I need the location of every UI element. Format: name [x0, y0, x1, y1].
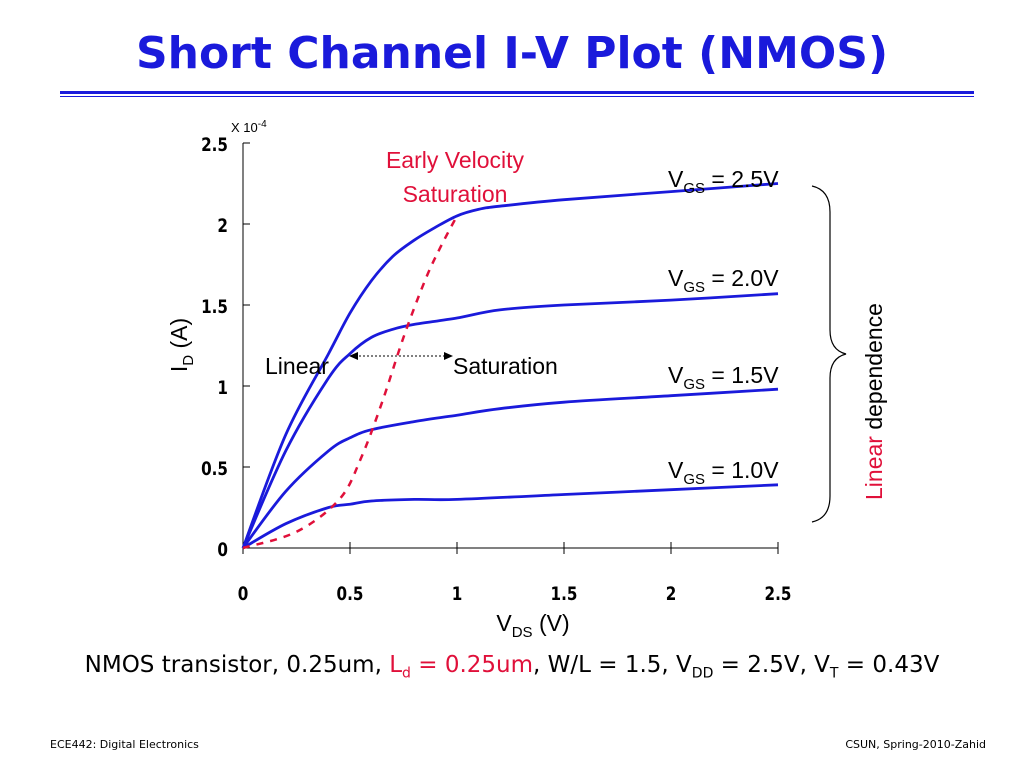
y-axis-label: ID (A) [166, 318, 197, 372]
early-saturation-label-line1: Early Velocity [386, 147, 525, 173]
region-arrow-head-left [349, 352, 358, 360]
series-label: VGS = 2.5V [668, 166, 779, 197]
series-label: VGS = 2.0V [668, 265, 779, 296]
title-underline [60, 91, 974, 94]
saturation-boundary-line [242, 215, 459, 550]
series-line [241, 182, 779, 549]
region-arrow-head-right [444, 352, 453, 360]
annotation-group: Early Velocity Saturation Linear Saturat… [265, 147, 887, 523]
saturation-region-label: Saturation [453, 353, 558, 379]
title-underline-thin [60, 96, 974, 97]
series-line [242, 483, 779, 550]
series-label: VGS = 1.5V [668, 362, 779, 393]
x-tick-label: 1 [452, 583, 463, 605]
footer-course: ECE442: Digital Electronics [50, 738, 199, 751]
y-tick-label: 1.5 [201, 296, 228, 318]
series-brace [811, 185, 847, 523]
footer-semester: CSUN, Spring-2010-Zahid [845, 738, 986, 751]
y-tick-label: 1 [217, 377, 228, 399]
x-axis-label: VDS (V) [496, 610, 569, 641]
x-tick-label: 2.5 [765, 583, 792, 605]
y-scale-label: X 10-4 [231, 119, 267, 135]
x-tick-label: 2 [666, 583, 677, 605]
x-tick-label: 0 [238, 583, 249, 605]
device-parameters-caption: NMOS transistor, 0.25um, Ld = 0.25um, W/… [84, 652, 940, 682]
y-tick-label: 2.5 [201, 134, 228, 156]
series-line [241, 387, 779, 549]
x-tick-label: 0.5 [337, 583, 364, 605]
series-group: VGS = 2.5V VGS = 2.0V VGS = 1.5V VGS = 1.0V [241, 166, 779, 550]
linear-dependence-label: Linear dependence [861, 303, 887, 500]
y-tick-label: 0.5 [201, 458, 228, 480]
series-line [241, 292, 779, 549]
early-saturation-label-line2: Saturation [403, 181, 508, 207]
linear-region-label: Linear [265, 353, 329, 379]
slide-title: Short Channel I-V Plot (NMOS) [135, 28, 889, 79]
x-tick-label: 1.5 [551, 583, 578, 605]
y-tick-label: 2 [217, 215, 228, 237]
y-tick-label: 0 [217, 539, 228, 561]
series-label: VGS = 1.0V [668, 457, 779, 488]
